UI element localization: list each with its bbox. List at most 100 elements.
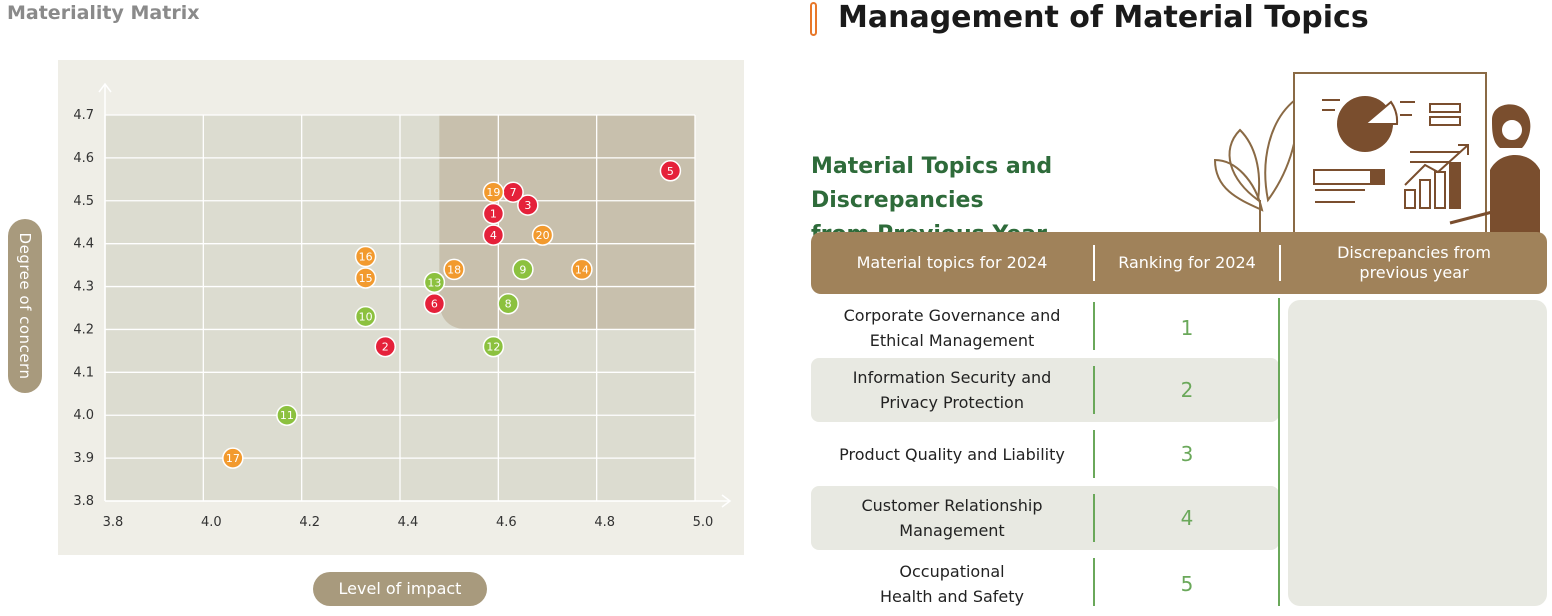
header-ranking: Ranking for 2024 xyxy=(1118,253,1256,272)
topic-point-9: 9 xyxy=(512,258,534,281)
column-separator xyxy=(1093,366,1095,414)
topic-point-5: 5 xyxy=(659,160,682,182)
growth-chart-icon xyxy=(1404,144,1469,209)
rank-cell: 3 xyxy=(1180,442,1194,466)
axes xyxy=(98,82,732,508)
topic-point-marker xyxy=(571,258,593,281)
topic-line1: Occupational xyxy=(899,562,1005,581)
rank-cell: 4 xyxy=(1180,506,1194,530)
pie-chart-icon xyxy=(1337,96,1399,152)
discrepancies-panel xyxy=(1288,300,1547,606)
topic-point-label: 2 xyxy=(382,341,389,354)
y-tick-label: 3.9 xyxy=(73,451,94,466)
topic-point-label: 15 xyxy=(359,272,373,285)
topic-point-marker xyxy=(374,335,396,358)
header-material-topics: Material topics for 2024 xyxy=(856,253,1048,272)
topic-point-label: 18 xyxy=(447,263,461,276)
topic-line1: Product Quality and Liability xyxy=(839,444,1065,464)
header-separator xyxy=(1093,245,1095,281)
header-disc-line2: previous year xyxy=(1359,263,1469,282)
topic-point-17: 17 xyxy=(222,447,244,469)
topic-cell: Product Quality and Liability xyxy=(811,422,1093,486)
topic-point-marker xyxy=(423,292,446,315)
column-separator xyxy=(1093,302,1095,350)
topic-point-label: 6 xyxy=(431,298,438,311)
topic-point-marker xyxy=(482,181,505,203)
chart-title: Materiality Matrix xyxy=(7,2,200,24)
person-icon xyxy=(1449,104,1540,233)
plant-icon xyxy=(1213,98,1298,235)
topic-point-label: 9 xyxy=(519,263,526,276)
material-region-highlight xyxy=(439,115,695,330)
topic-point-marker xyxy=(423,271,446,294)
y-tick-label: 3.8 xyxy=(73,494,94,509)
y-tick-label: 4.6 xyxy=(73,151,94,166)
topic-point-3: 3 xyxy=(517,194,539,216)
x-tick-label: 4.6 xyxy=(496,515,517,530)
topic-point-label: 8 xyxy=(505,298,512,311)
topic-point-marker xyxy=(354,267,377,289)
topic-point-14: 14 xyxy=(571,258,593,281)
topic-point-label: 19 xyxy=(486,186,500,199)
topic-point-13: 13 xyxy=(423,271,446,294)
y-tick-label: 4.0 xyxy=(73,408,94,423)
topic-cell: Information Security and Privacy Protect… xyxy=(811,358,1093,422)
topic-line1: Customer Relationship xyxy=(861,496,1043,515)
table-row: Information Security and Privacy Protect… xyxy=(811,358,1279,422)
y-tick-label: 4.4 xyxy=(73,237,94,252)
topic-point-label: 16 xyxy=(359,251,373,264)
topic-cell: Customer Relationship Management xyxy=(811,486,1093,550)
x-axis-arrow-icon xyxy=(721,494,732,508)
topic-point-label: 12 xyxy=(486,341,500,354)
topic-point-marker xyxy=(276,404,298,426)
topic-cell: Occupational Health and Safety xyxy=(811,552,1093,616)
topic-point-marker xyxy=(482,224,505,246)
rank-cell: 5 xyxy=(1180,572,1194,596)
column-separator xyxy=(1278,298,1280,606)
y-tick-label: 4.2 xyxy=(73,322,94,337)
x-tick-label: 4.2 xyxy=(299,515,320,530)
topic-line1: Corporate Governance and xyxy=(843,306,1061,325)
header-disc-line1: Discrepancies from xyxy=(1337,243,1491,262)
x-tick-labels: 3.8 4.0 4.2 4.4 4.6 4.8 5.0 xyxy=(103,515,714,530)
topic-point-marker xyxy=(222,447,244,469)
header-separator xyxy=(1279,245,1281,281)
rank-cell: 1 xyxy=(1180,316,1194,340)
topic-point-marker xyxy=(482,202,505,225)
title-marker-icon xyxy=(810,2,817,36)
header-discrepancies: Discrepancies from previous year xyxy=(1281,232,1547,294)
topic-point-marker xyxy=(659,160,682,182)
topic-cell: Corporate Governance and Ethical Managem… xyxy=(811,296,1093,360)
table-row: Customer Relationship Management 4 xyxy=(811,486,1279,550)
table-row: Product Quality and Liability 3 xyxy=(811,422,1279,486)
topic-line1: Information Security and xyxy=(852,368,1052,387)
column-separator xyxy=(1093,494,1095,542)
topic-point-label: 10 xyxy=(359,311,373,324)
topic-point-label: 20 xyxy=(536,229,550,242)
y-axis-label-text: Degree of concern xyxy=(16,232,34,380)
y-tick-label: 4.1 xyxy=(73,365,94,380)
x-tick-label: 4.8 xyxy=(594,515,615,530)
x-tick-label: 5.0 xyxy=(693,515,714,530)
presentation-illustration xyxy=(1213,72,1540,235)
table-header: Material topics for 2024 Ranking for 202… xyxy=(811,232,1547,294)
topic-point-label: 4 xyxy=(490,229,497,242)
topic-point-label: 7 xyxy=(510,186,517,199)
topic-point-4: 4 xyxy=(482,224,505,246)
gridlines xyxy=(104,114,696,502)
topic-point-2: 2 xyxy=(374,335,396,358)
x-tick-label: 4.4 xyxy=(398,515,419,530)
y-tick-labels: 3.8 3.9 4.0 4.1 4.2 4.3 4.4 4.5 4.6 4.7 xyxy=(73,108,94,509)
x-axis-label: Level of impact xyxy=(313,572,487,606)
topic-point-marker xyxy=(443,258,465,281)
topic-point-label: 1 xyxy=(490,208,497,221)
table-row: Occupational Health and Safety 5 xyxy=(811,552,1279,616)
section-title-line1: Material Topics and Discrepancies xyxy=(811,154,1053,213)
topic-point-label: 5 xyxy=(667,165,674,178)
bar-row-icon xyxy=(1313,169,1385,185)
topic-point-marker xyxy=(354,305,377,328)
y-axis-label: Degree of concern xyxy=(8,219,42,393)
y-tick-label: 4.7 xyxy=(73,108,94,123)
topic-point-label: 14 xyxy=(575,263,589,276)
